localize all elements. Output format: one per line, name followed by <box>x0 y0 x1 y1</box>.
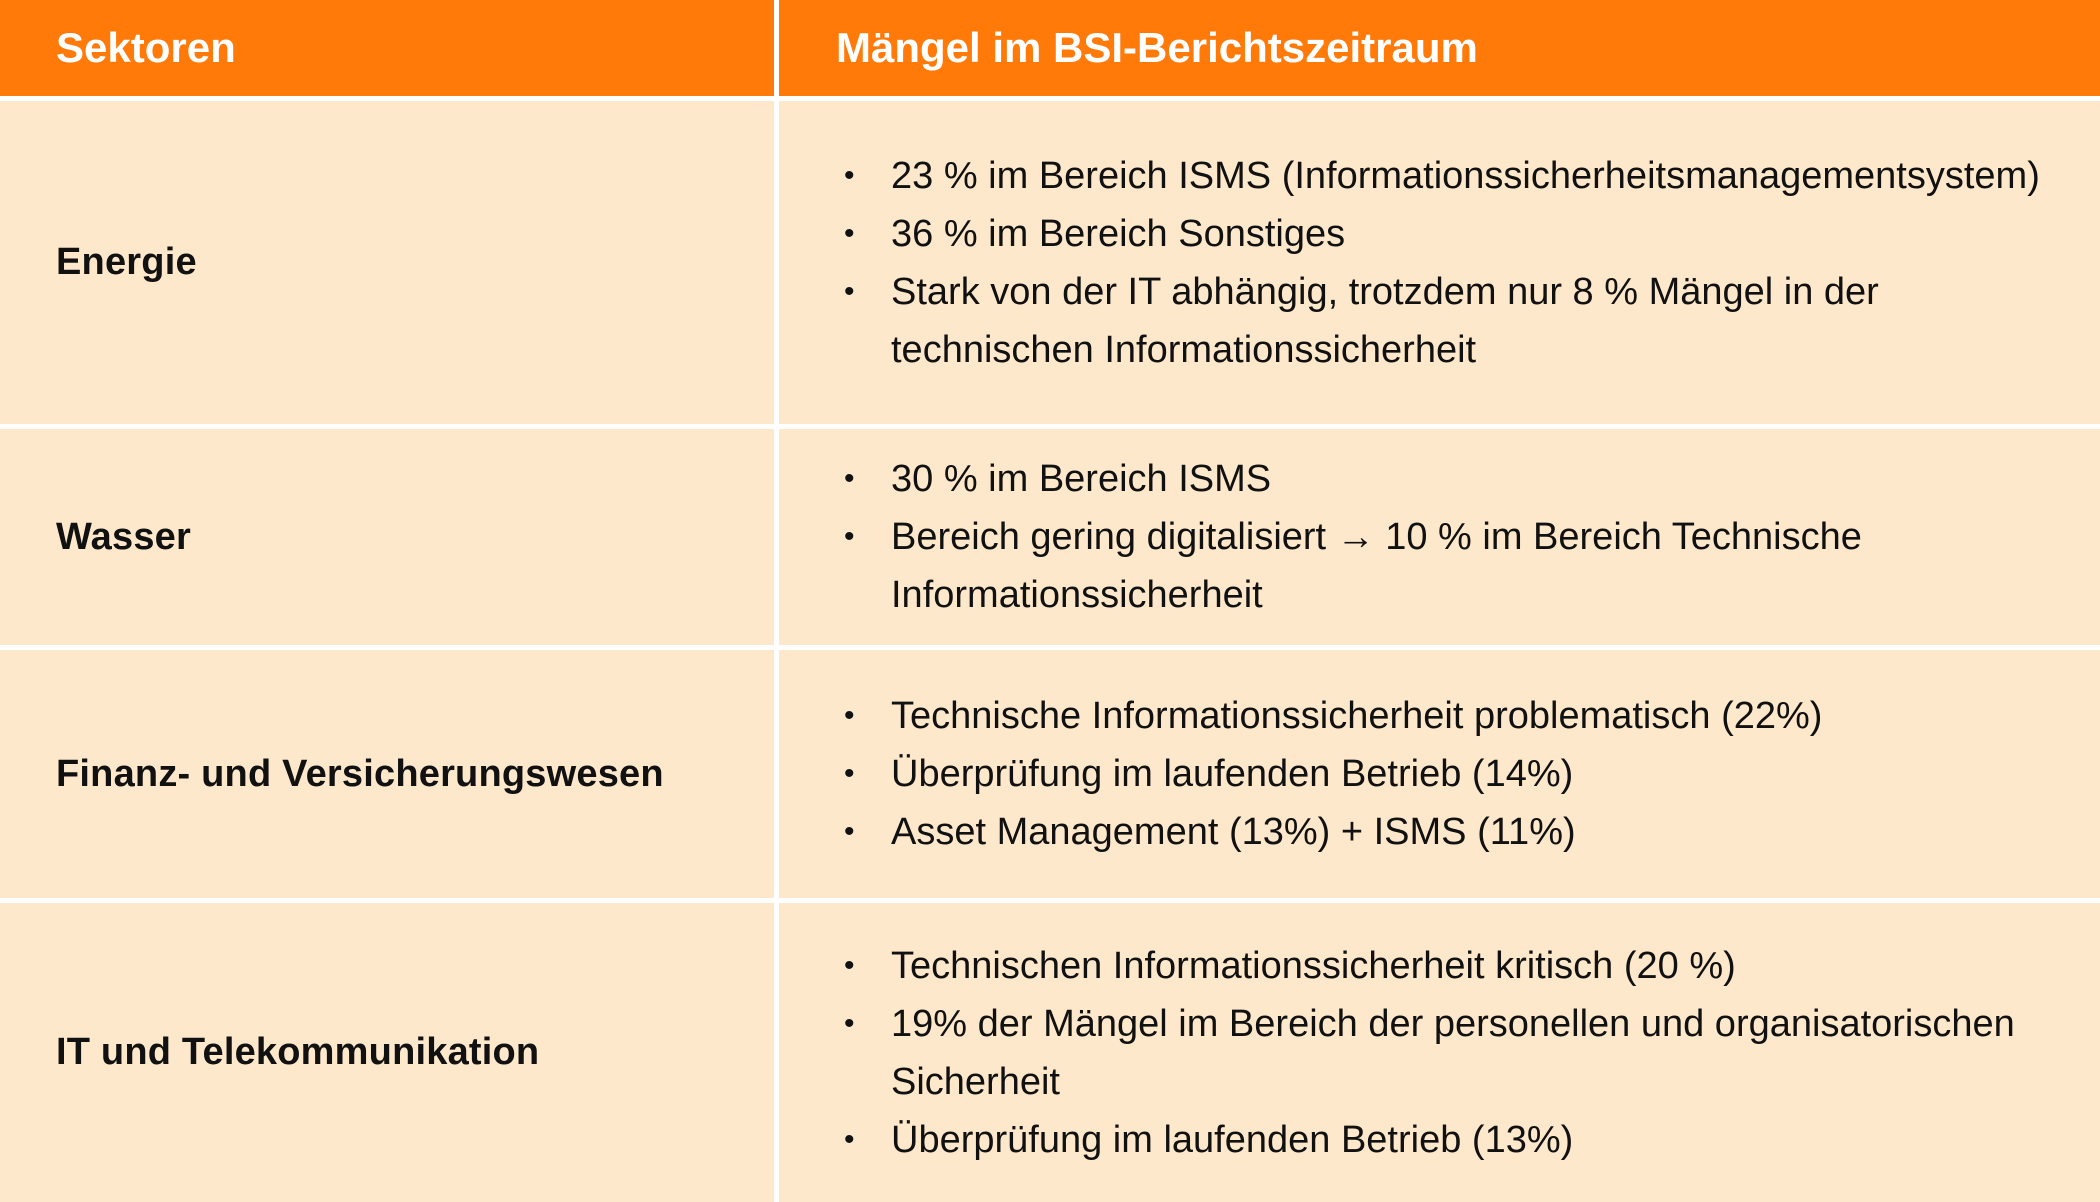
deficiency-list-wasser: 30 % im Bereich ISMS Bereich gering digi… <box>779 424 2100 645</box>
list-item: Bereich gering digitalisiert → 10 % im B… <box>844 508 2044 624</box>
bullet-list: 23 % im Bereich ISMS (Informationssicher… <box>844 147 2044 379</box>
list-item: Überprüfung im laufenden Betrieb (13%) <box>844 1111 2044 1169</box>
deficiency-list-it: Technischen Informationssicherheit kriti… <box>779 898 2100 1202</box>
sector-energie: Energie <box>0 96 779 424</box>
list-item: Überprüfung im laufenden Betrieb (14%) <box>844 745 2044 803</box>
bullet-list: 30 % im Bereich ISMS Bereich gering digi… <box>844 450 2044 624</box>
sector-finanz-und-versicherungswesen: Finanz- und Versicherungswesen <box>0 645 779 898</box>
header-sectors: Sektoren <box>0 0 779 96</box>
list-item: 19% der Mängel im Bereich der personelle… <box>844 995 2044 1111</box>
list-item: 36 % im Bereich Sonstiges <box>844 205 2044 263</box>
bullet-list: Technische Informationssicherheit proble… <box>844 687 2044 861</box>
list-item: 30 % im Bereich ISMS <box>844 450 2044 508</box>
list-item: Technische Informationssicherheit proble… <box>844 687 2044 745</box>
header-deficiencies: Mängel im BSI-Berichtszeitraum <box>779 0 2100 96</box>
list-item: 23 % im Bereich ISMS (Informationssicher… <box>844 147 2044 205</box>
sector-wasser: Wasser <box>0 424 779 645</box>
bullet-list: Technischen Informationssicherheit kriti… <box>844 937 2044 1169</box>
deficiency-list-finanz: Technische Informationssicherheit proble… <box>779 645 2100 898</box>
list-item: Stark von der IT abhängig, trotzdem nur … <box>844 263 2044 379</box>
list-item: Asset Management (13%) + ISMS (11%) <box>844 803 2044 861</box>
list-item: Technischen Informationssicherheit kriti… <box>844 937 2044 995</box>
sector-it-und-telekommunikation: IT und Telekommunikation <box>0 898 779 1202</box>
deficiency-list-energie: 23 % im Bereich ISMS (Informationssicher… <box>779 96 2100 424</box>
